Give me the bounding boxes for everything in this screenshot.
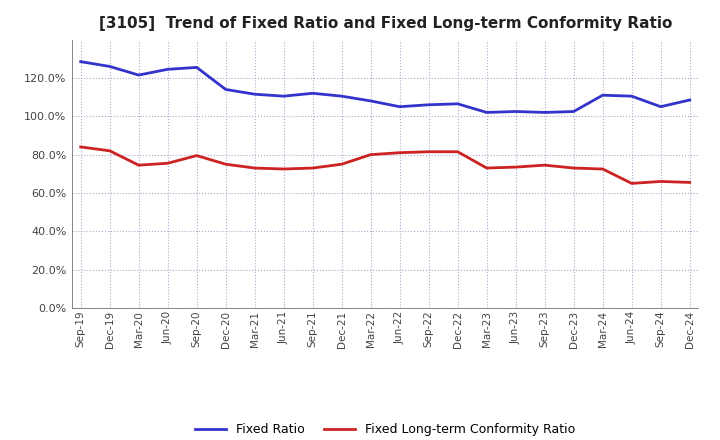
Line: Fixed Ratio: Fixed Ratio [81, 62, 690, 113]
Fixed Ratio [76, 59, 85, 64]
Fixed Long-term Conformity Ratio [657, 179, 665, 184]
Fixed Ratio [570, 109, 578, 114]
Fixed Long-term Conformity Ratio [308, 165, 317, 171]
Fixed Ratio [279, 94, 288, 99]
Fixed Long-term Conformity Ratio [395, 150, 404, 155]
Fixed Long-term Conformity Ratio [163, 161, 172, 166]
Fixed Ratio [511, 109, 520, 114]
Fixed Long-term Conformity Ratio [76, 144, 85, 150]
Fixed Ratio [482, 110, 491, 115]
Fixed Long-term Conformity Ratio [454, 149, 462, 154]
Title: [3105]  Trend of Fixed Ratio and Fixed Long-term Conformity Ratio: [3105] Trend of Fixed Ratio and Fixed Lo… [99, 16, 672, 32]
Fixed Ratio [366, 98, 375, 103]
Fixed Ratio [251, 92, 259, 97]
Fixed Long-term Conformity Ratio [570, 165, 578, 171]
Fixed Long-term Conformity Ratio [541, 162, 549, 168]
Fixed Ratio [192, 65, 201, 70]
Fixed Long-term Conformity Ratio [511, 165, 520, 170]
Fixed Ratio [657, 104, 665, 109]
Fixed Ratio [424, 102, 433, 107]
Fixed Ratio [163, 67, 172, 72]
Fixed Long-term Conformity Ratio [135, 162, 143, 168]
Fixed Long-term Conformity Ratio [251, 165, 259, 171]
Fixed Ratio [135, 73, 143, 78]
Fixed Long-term Conformity Ratio [424, 149, 433, 154]
Fixed Ratio [221, 87, 230, 92]
Line: Fixed Long-term Conformity Ratio: Fixed Long-term Conformity Ratio [81, 147, 690, 183]
Fixed Long-term Conformity Ratio [685, 180, 694, 185]
Fixed Ratio [308, 91, 317, 96]
Fixed Long-term Conformity Ratio [105, 148, 114, 154]
Fixed Ratio [685, 97, 694, 103]
Fixed Long-term Conformity Ratio [627, 181, 636, 186]
Legend: Fixed Ratio, Fixed Long-term Conformity Ratio: Fixed Ratio, Fixed Long-term Conformity … [190, 418, 580, 440]
Fixed Ratio [454, 101, 462, 106]
Fixed Long-term Conformity Ratio [338, 161, 346, 167]
Fixed Ratio [541, 110, 549, 115]
Fixed Long-term Conformity Ratio [482, 165, 491, 171]
Fixed Long-term Conformity Ratio [598, 166, 607, 172]
Fixed Long-term Conformity Ratio [221, 161, 230, 167]
Fixed Long-term Conformity Ratio [366, 152, 375, 157]
Fixed Long-term Conformity Ratio [279, 166, 288, 172]
Fixed Long-term Conformity Ratio [192, 153, 201, 158]
Fixed Ratio [395, 104, 404, 109]
Fixed Ratio [338, 94, 346, 99]
Fixed Ratio [598, 92, 607, 98]
Fixed Ratio [105, 64, 114, 69]
Fixed Ratio [627, 94, 636, 99]
